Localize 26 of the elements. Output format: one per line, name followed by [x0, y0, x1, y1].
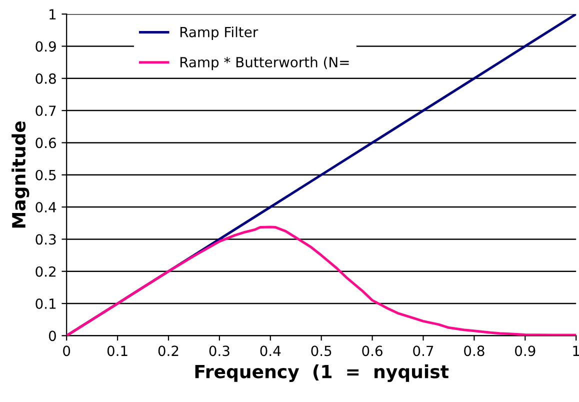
x-tick-label: 1 [573, 346, 579, 356]
x-tick-label: 0.7 [413, 346, 434, 356]
y-tick-label: 0.7 [36, 106, 56, 116]
x-tick-label: 0.1 [107, 346, 128, 356]
x-tick-label: 0.9 [515, 346, 536, 356]
y-tick-label: 0 [48, 330, 56, 342]
y-tick-label: 0.5 [36, 170, 56, 180]
x-axis-title: Frequency (1 = nyquist [195, 364, 449, 382]
y-tick-label: 0.8 [36, 73, 56, 84]
y-tick-label: 0.9 [36, 41, 56, 52]
y-tick-label: 0.4 [36, 202, 56, 213]
y-tick-label: 0.3 [36, 234, 56, 245]
y-tick-label: 0.2 [36, 266, 56, 277]
y-axis-title: Magnitude [12, 121, 30, 228]
legend-label: Ramp * Butterworth (N= [180, 56, 349, 70]
x-tick-label: 0.4 [260, 346, 281, 356]
x-tick-label: 0.2 [158, 346, 178, 356]
y-tick-label: 0.1 [36, 298, 56, 309]
x-tick-label: 0 [63, 346, 70, 356]
y-tick-label: 0.6 [36, 138, 56, 148]
x-tick-label: 0.3 [209, 346, 230, 356]
x-tick-label: 0.6 [362, 346, 382, 356]
y-tick-label: 1 [50, 9, 56, 20]
legend-label: Ramp Filter [180, 26, 258, 40]
x-tick-label: 0.5 [311, 346, 332, 356]
x-tick-label: 0.8 [464, 346, 484, 356]
